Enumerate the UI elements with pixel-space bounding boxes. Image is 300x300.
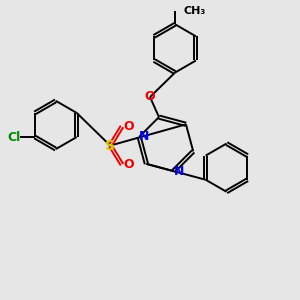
Text: N: N	[173, 165, 184, 178]
Text: N: N	[139, 130, 150, 143]
Text: Cl: Cl	[7, 130, 20, 143]
Text: CH₃: CH₃	[184, 6, 206, 16]
Text: S: S	[105, 139, 115, 153]
Text: O: O	[145, 91, 155, 103]
Text: O: O	[123, 120, 134, 133]
Text: O: O	[123, 158, 134, 171]
